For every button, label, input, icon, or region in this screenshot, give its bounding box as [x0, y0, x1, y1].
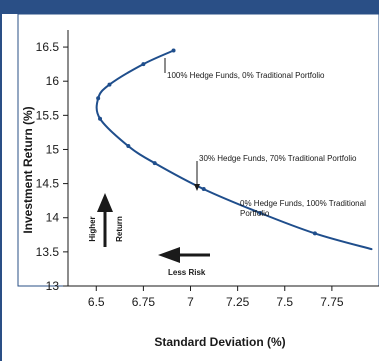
annotation-30-hedge-arrowhead — [194, 184, 200, 191]
data-point — [258, 210, 263, 215]
annotation-0-hedge-label-line1: 0% Hedge Funds, 100% Traditional — [240, 199, 366, 208]
y-tick-label: 16 — [46, 74, 60, 88]
y-tick-label: 14.5 — [36, 177, 60, 191]
y-tick-label: 14 — [46, 211, 60, 225]
data-point — [171, 48, 176, 53]
x-tick-label: 6.5 — [88, 295, 105, 309]
return-label: Return — [115, 216, 124, 242]
axes — [67, 30, 379, 287]
data-point — [98, 116, 103, 121]
x-tick-label: 6.75 — [132, 295, 156, 309]
annotation-30-hedge-label: 30% Hedge Funds, 70% Traditional Portfol… — [199, 154, 357, 163]
left-arrow-icon — [158, 247, 180, 263]
less-risk-indicator: Less Risk — [158, 247, 210, 277]
less-risk-label: Less Risk — [168, 268, 206, 277]
y-tick-label: 16.5 — [36, 40, 60, 54]
up-arrow-icon — [97, 193, 113, 212]
y-ticks: 13 13.5 14 14.5 15 15.5 16 16.5 — [36, 40, 68, 293]
data-point — [312, 231, 317, 236]
top-banner — [0, 0, 379, 14]
data-point — [107, 82, 112, 87]
x-tick-label: 7.25 — [226, 295, 250, 309]
x-axis-title: Standard Deviation (%) — [154, 335, 285, 349]
annotation-0-hedge: 0% Hedge Funds, 100% Traditional Portfol… — [240, 199, 366, 218]
annotation-0-hedge-label-line2: Portfolio — [240, 209, 270, 218]
plot-frame — [17, 13, 379, 287]
y-tick-label: 13 — [46, 279, 60, 293]
y-tick-label: 15 — [46, 142, 60, 156]
x-tick-label: 7.5 — [276, 295, 293, 309]
data-points — [96, 48, 317, 236]
x-tick-label: 7.75 — [320, 295, 344, 309]
data-point — [96, 96, 101, 101]
data-point — [152, 161, 157, 166]
higher-return-indicator: Higher Return — [88, 193, 124, 247]
annotation-100-hedge: 100% Hedge Funds, 0% Traditional Portfol… — [164, 58, 325, 80]
x-tick-label: 7 — [187, 295, 194, 309]
y-tick-label: 13.5 — [36, 245, 60, 259]
higher-label: Higher — [88, 216, 97, 241]
efficient-frontier-line — [95, 49, 373, 251]
annotation-30-hedge: 30% Hedge Funds, 70% Traditional Portfol… — [194, 154, 357, 191]
annotation-100-hedge-label: 100% Hedge Funds, 0% Traditional Portfol… — [167, 71, 325, 80]
data-point — [141, 62, 146, 67]
x-ticks: 6.5 6.75 7 7.25 7.5 7.75 — [88, 286, 344, 309]
data-point — [201, 187, 206, 192]
y-tick-label: 15.5 — [36, 108, 60, 122]
data-point — [126, 144, 131, 149]
y-axis-title: Investment Return (%) — [21, 106, 35, 233]
